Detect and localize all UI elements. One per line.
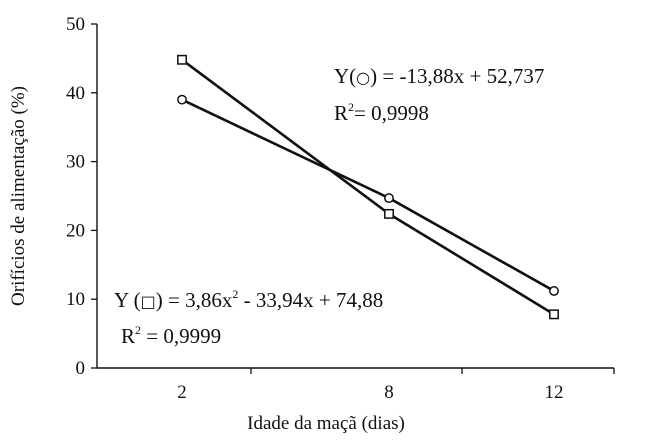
y-axis-title: Orifícios de alimentação (%) [8,86,29,306]
r2-square-text: R2 = 0,9999 [121,323,221,348]
data-point-circle [549,285,559,296]
equation-square-rhs: ) = 3,86x [156,288,233,312]
circle-marker-icon: ○ [356,68,370,87]
data-point-square [384,208,394,219]
y-tick-label: 0 [76,358,86,379]
equation-square-lhs: Y ( [114,288,141,312]
equation-circle-text: Y(○) = -13,88x + 52,737 [334,64,544,88]
r2-square-prefix: R [121,324,135,348]
y-tick-label: 10 [66,289,85,310]
y-tick-label: 50 [66,14,85,35]
r2-square-value: = 0,9999 [141,324,221,348]
ticks: 0 10 20 30 40 50 2 8 12 [66,14,615,403]
equation-circle-lhs: Y( [334,64,356,88]
x-axis-title: Idade da maçã (dias) [247,413,405,434]
equation-square-exp: 2 [232,287,238,301]
series-layer [177,54,559,320]
r2-circle-value: = 0,9998 [354,101,429,125]
data-point-square [549,309,559,320]
equation-square-text: Y (□) = 3,86x2 - 33,94x + 74,88 [114,287,383,312]
series-line-circle [181,98,555,293]
equation-square-tail: - 33,94x + 74,88 [238,288,383,312]
r2-circle-text: R2= 0,9998 [334,100,429,125]
r2-circle-prefix: R [334,101,348,125]
equation-circle: Y(○) = -13,88x + 52,737 R2= 0,9998 [334,64,544,125]
r2-square-exp: 2 [135,323,141,337]
equation-circle-rhs: ) = -13,88x + 52,737 [370,64,544,88]
equation-square: Y (□) = 3,86x2 - 33,94x + 74,88 R2 = 0,9… [114,287,383,348]
data-point-circle [384,193,394,204]
y-tick-label: 30 [66,152,85,173]
r2-circle-exp: 2 [348,100,354,114]
x-tick-label: 2 [177,382,187,403]
data-point-square [177,54,187,65]
data-point-circle [177,94,187,105]
y-tick-label: 40 [66,83,85,104]
y-tick-label: 20 [66,220,85,241]
axes [96,24,614,369]
x-tick-label: 8 [384,382,394,403]
x-tick-label: 12 [545,382,564,403]
square-marker-icon: □ [141,292,156,311]
